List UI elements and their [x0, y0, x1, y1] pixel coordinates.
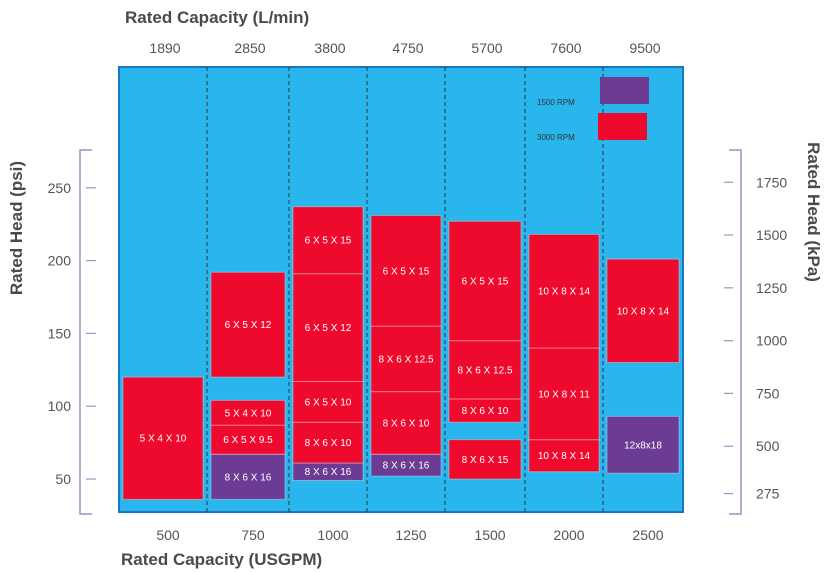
legend: 1500 RPM 3000 RPM	[537, 77, 649, 142]
pump-label: 10 X 8 X 11	[538, 389, 590, 400]
pump-segment	[292, 206, 364, 275]
pump-segment	[528, 233, 600, 349]
top-axis: 1890 2850 3800 4750 5700 7600 9500	[149, 40, 660, 56]
pump-label: 6 X 5 X 15	[383, 266, 430, 277]
pump-segment	[292, 380, 364, 423]
left-tick-label: 50	[55, 471, 71, 487]
pump-label: 5 X 4 X 10	[140, 434, 187, 445]
pump-segment	[448, 398, 522, 423]
legend-label: 1500 RPM	[537, 98, 575, 107]
left-tick-label: 200	[48, 253, 72, 269]
legend-label: 3000 RPM	[537, 133, 575, 142]
right-tick-label: 1000	[756, 333, 787, 349]
pump-label: 8 X 6 X 10	[462, 406, 509, 417]
left-tick-label: 250	[48, 180, 72, 196]
pump-segment	[528, 439, 600, 473]
pump-segments: 5 X 4 X 10 8 X 6 X 16 6 X 5 X 9.5 5 X 4 X 1…	[122, 206, 680, 500]
pump-label: 10 X 8 X 14	[538, 451, 591, 462]
pump-segment	[606, 415, 680, 474]
pump-segment	[210, 424, 286, 455]
pump-label: 6 X 5 X 12	[225, 320, 272, 331]
top-tick-label: 1890	[149, 40, 180, 56]
top-axis-title: Rated Capacity (L/min)	[125, 8, 310, 27]
bottom-tick-label: 2500	[632, 527, 663, 543]
pump-label: 12x8x18	[624, 440, 662, 451]
top-tick-label: 7600	[550, 40, 581, 56]
pump-segment	[370, 391, 442, 455]
pump-segment	[210, 399, 286, 426]
left-axis-line	[79, 149, 92, 515]
top-tick-label: 2850	[234, 40, 265, 56]
right-axis-line	[729, 149, 742, 515]
bottom-tick-label: 750	[241, 527, 265, 543]
top-tick-label: 4750	[392, 40, 423, 56]
pump-label: 10 X 8 X 14	[617, 306, 670, 317]
left-tick-label: 100	[48, 398, 72, 414]
bottom-tick-label: 1250	[395, 527, 426, 543]
pump-label: 6 X 5 X 10	[305, 397, 352, 408]
bottom-axis-title: Rated Capacity (USGPM)	[121, 550, 323, 569]
bottom-tick-label: 500	[156, 527, 180, 543]
pump-segment	[210, 271, 286, 378]
right-axis: 275 500 750 1000 1250 1500 1750	[724, 149, 787, 515]
right-tick-label: 500	[756, 438, 780, 454]
pump-label: 8 X 6 X 16	[225, 472, 272, 483]
legend-swatch	[600, 77, 649, 104]
top-tick-label: 9500	[629, 40, 660, 56]
top-tick-label: 3800	[314, 40, 345, 56]
bottom-tick-label: 2000	[553, 527, 584, 543]
pump-segment	[122, 376, 204, 500]
legend-swatch	[598, 113, 647, 140]
pump-segment	[528, 347, 600, 441]
right-tick-label: 1750	[756, 174, 787, 190]
pump-segment	[292, 273, 364, 382]
right-tick-label: 275	[756, 486, 780, 502]
pump-segment	[448, 220, 522, 342]
pump-segment	[448, 340, 522, 400]
pump-label: 8 X 6 X 10	[305, 438, 352, 449]
right-tick-label: 1500	[756, 227, 787, 243]
pump-label: 6 X 5 X 9.5	[223, 435, 273, 446]
right-tick-label: 1250	[756, 280, 787, 296]
pump-label: 8 X 6 X 15	[462, 455, 509, 466]
top-tick-label: 5700	[471, 40, 502, 56]
pump-segment	[448, 439, 522, 480]
bottom-tick-label: 1000	[317, 527, 348, 543]
pump-label: 8 X 6 X 12.5	[378, 354, 433, 365]
pump-label: 6 X 5 X 15	[305, 236, 352, 247]
pump-label: 8 X 6 X 10	[383, 418, 430, 429]
bottom-tick-label: 1500	[474, 527, 505, 543]
pump-label: 8 X 6 X 16	[383, 461, 430, 472]
pump-label: 6 X 5 X 12	[305, 323, 352, 334]
left-tick-label: 150	[48, 325, 72, 341]
pump-segment	[370, 214, 442, 327]
pump-label: 5 X 4 X 10	[225, 408, 272, 419]
pump-label: 10 X 8 X 14	[538, 287, 591, 298]
pump-label: 6 X 5 X 15	[462, 276, 509, 287]
pump-label: 8 X 6 X 16	[305, 467, 352, 478]
pump-segment	[210, 453, 286, 500]
bottom-axis: 500 750 1000 1250 1500 2000 2500	[156, 527, 663, 543]
pump-label: 8 X 6 X 12.5	[457, 365, 512, 376]
left-axis: 50 100 150 200 250	[48, 149, 96, 515]
pump-segment	[292, 421, 364, 464]
pump-segment	[606, 258, 680, 364]
right-tick-label: 750	[756, 385, 780, 401]
pump-segment	[370, 325, 442, 393]
